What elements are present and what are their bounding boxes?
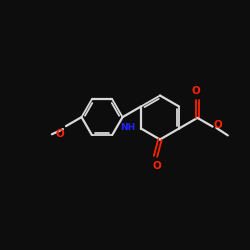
Text: O: O [192, 86, 200, 96]
Text: O: O [56, 128, 65, 138]
Text: O: O [153, 161, 162, 171]
Text: NH: NH [120, 123, 136, 132]
Text: O: O [214, 120, 222, 130]
